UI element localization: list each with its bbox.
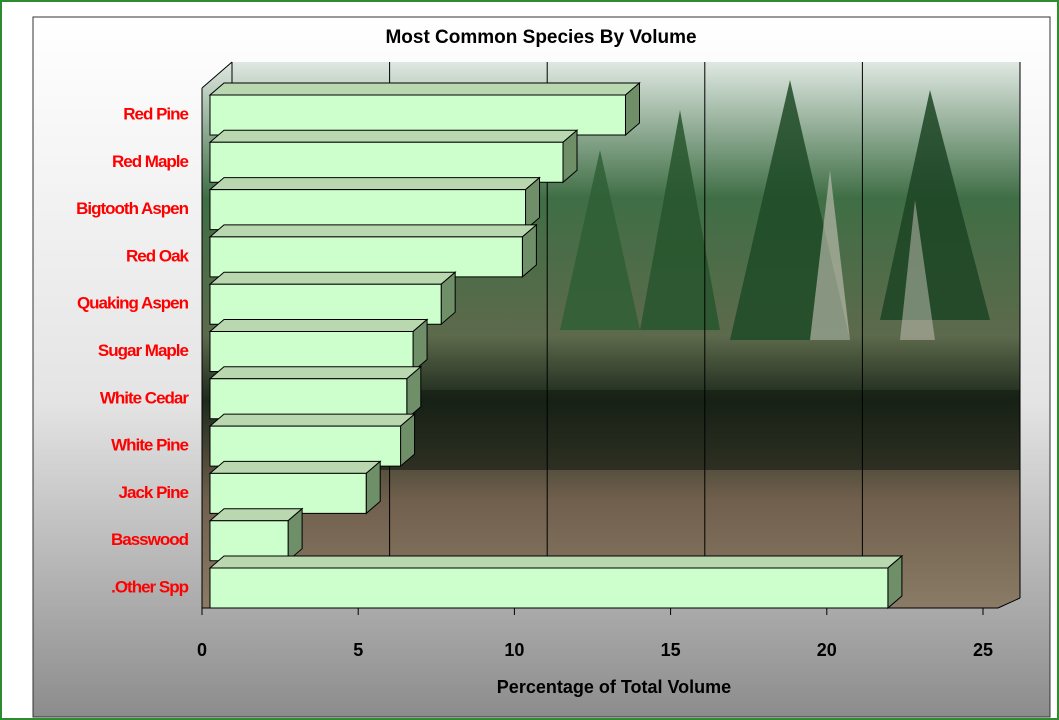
bar-front — [210, 473, 366, 513]
bar-top — [210, 320, 427, 332]
bar-top — [210, 225, 536, 237]
bar-top — [210, 367, 421, 379]
y-tick-label: Red Pine — [123, 104, 188, 123]
bar — [210, 272, 455, 324]
bar-front — [210, 95, 625, 135]
bar — [210, 414, 415, 466]
bar-top — [210, 272, 455, 284]
bar-front — [210, 284, 441, 324]
bar — [210, 130, 577, 182]
y-tick-label: Sugar Maple — [98, 341, 189, 360]
bar-front — [210, 237, 522, 277]
bar-top — [210, 83, 639, 95]
bar — [210, 509, 302, 561]
bar-top — [210, 178, 540, 190]
y-tick-label: .Other Spp — [111, 577, 189, 596]
bar — [210, 461, 380, 513]
x-tick-label: 15 — [661, 640, 681, 660]
bar-front — [210, 379, 407, 419]
y-tick-label: White Cedar — [100, 388, 190, 407]
y-tick-label: White Pine — [111, 436, 188, 455]
x-tick-label: 0 — [197, 640, 207, 660]
bar-front — [210, 332, 413, 372]
chart: Most Common Species By Volume Percentage… — [0, 0, 1059, 720]
bar — [210, 225, 536, 277]
x-tick-label: 10 — [504, 640, 524, 660]
bar — [210, 367, 421, 419]
x-axis-title: Percentage of Total Volume — [497, 677, 731, 697]
x-tick-label: 20 — [817, 640, 837, 660]
y-tick-label: Quaking Aspen — [77, 294, 189, 313]
bar-front — [210, 568, 888, 608]
y-tick-label: Red Maple — [112, 152, 189, 171]
x-tick-label: 5 — [353, 640, 363, 660]
bar-front — [210, 190, 526, 230]
bar-front — [210, 142, 563, 182]
bar-top — [210, 461, 380, 473]
bar — [210, 320, 427, 372]
bar-top — [210, 414, 415, 426]
y-tick-label: Basswood — [111, 530, 189, 549]
bar — [210, 556, 902, 608]
y-tick-label: Jack Pine — [119, 483, 189, 502]
y-tick-label: Red Oak — [126, 246, 190, 265]
chart-title: Most Common Species By Volume — [385, 27, 696, 48]
bar-top — [210, 556, 902, 568]
bar-front — [210, 521, 288, 561]
bar — [210, 178, 540, 230]
bar-front — [210, 426, 401, 466]
y-tick-label: Bigtooth Aspen — [76, 199, 189, 218]
bar-top — [210, 130, 577, 142]
bar — [210, 83, 639, 135]
bar-top — [210, 509, 302, 521]
x-tick-label: 25 — [973, 640, 993, 660]
